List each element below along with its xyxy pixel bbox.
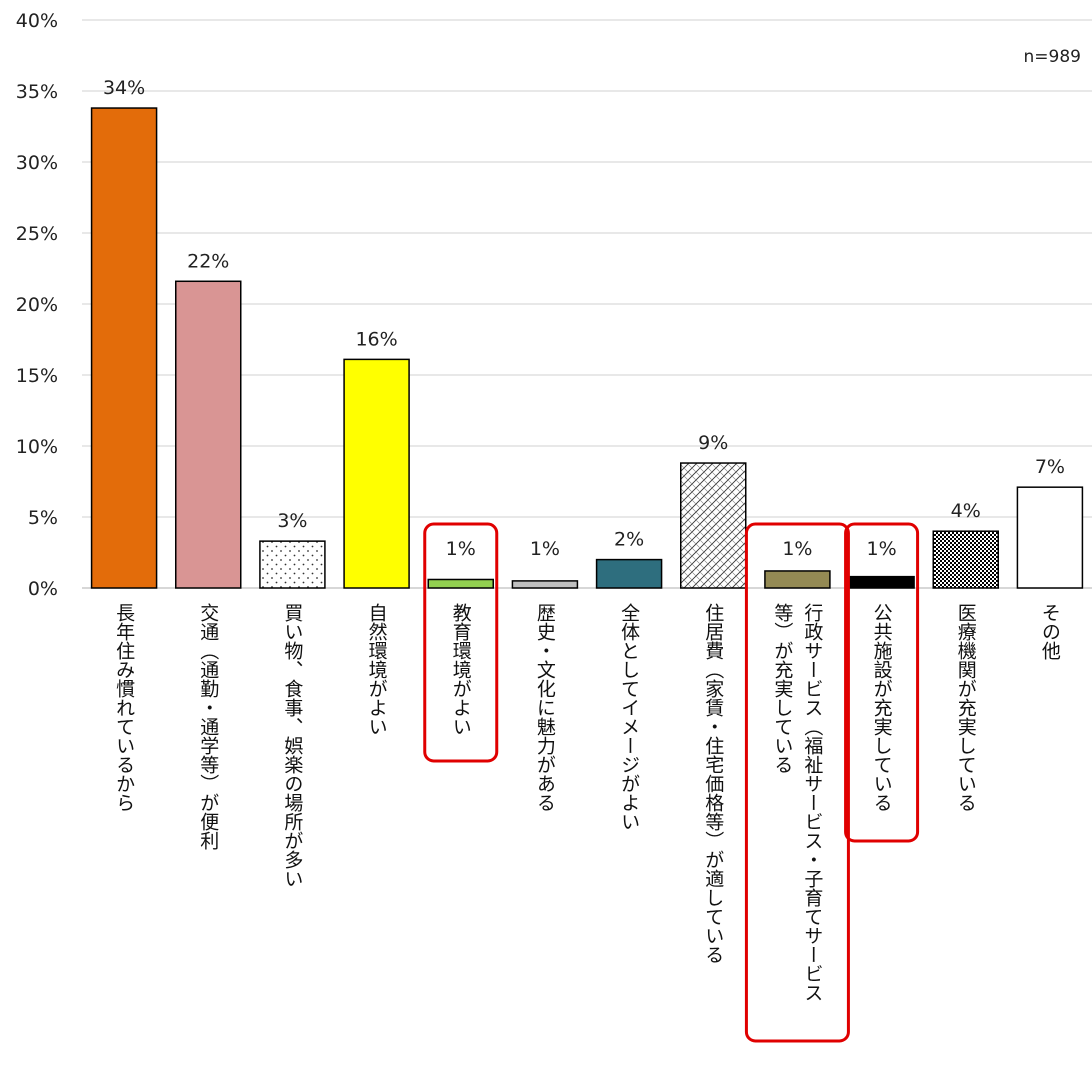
y-tick-label: 10% — [16, 436, 58, 458]
data-label: 1% — [530, 538, 560, 560]
bar — [764, 570, 831, 589]
highlight-boxes — [423, 522, 920, 1043]
bar — [175, 280, 242, 589]
category-label: 公共施設が充実している — [871, 603, 893, 812]
y-tick-label: 25% — [16, 223, 58, 245]
data-labels: 34% 22% 3% 16% 1% 1% 2% 9% 1% 1% 4% 7% — [103, 77, 1065, 560]
data-label: 1% — [446, 538, 476, 560]
y-tick-label: 15% — [16, 365, 58, 387]
y-tick-label: 30% — [16, 152, 58, 174]
data-label: 7% — [1035, 456, 1065, 478]
category-label: 全体としてイメージがよい — [618, 603, 640, 831]
bars — [90, 107, 1084, 589]
category-label: 買い物、食事、娯楽の場所が多い — [281, 603, 303, 888]
bar — [932, 530, 999, 589]
bar — [343, 358, 410, 589]
data-label: 4% — [951, 500, 981, 522]
bar — [680, 462, 747, 589]
bar — [848, 575, 915, 589]
category-label: 交通（通勤・通学等）が便利 — [197, 603, 219, 850]
data-label: 16% — [355, 328, 397, 350]
data-label: 22% — [187, 250, 229, 272]
y-tick-label: 20% — [16, 294, 58, 316]
category-label: 自然環境がよい — [366, 603, 388, 736]
category-label: 住居費（家賃・住宅価格等）が適している — [702, 603, 724, 964]
sample-size-note: n=989 — [1024, 47, 1081, 67]
gridlines — [82, 19, 1092, 518]
data-label: 3% — [277, 510, 307, 532]
category-labels: 長年住み慣れているから 交通（通勤・通学等）が便利 買い物、食事、娯楽の場所が多い 自… — [113, 603, 1061, 1002]
highlight-box — [423, 522, 499, 763]
y-axis: 0% 5% 10% 15% 20% 25% 30% 35% 40% — [16, 10, 1092, 600]
highlight-box — [744, 522, 850, 1043]
data-label: 1% — [867, 538, 897, 560]
category-label: 医療機関が充実している — [955, 603, 977, 812]
data-label: 2% — [614, 529, 644, 551]
highlight-box — [844, 522, 920, 843]
data-label: 1% — [782, 538, 812, 560]
data-label: 9% — [698, 432, 728, 454]
category-label: その他 — [1039, 603, 1061, 660]
bar — [595, 558, 663, 589]
y-tick-label: 5% — [28, 507, 58, 529]
category-label: 長年住み慣れているから — [113, 603, 135, 812]
bar — [90, 107, 158, 589]
bar — [259, 540, 326, 589]
bar — [1016, 486, 1084, 589]
y-tick-label: 0% — [28, 578, 58, 600]
category-label: 等）が充実している — [771, 603, 793, 774]
y-tick-label: 35% — [16, 81, 58, 103]
bar — [427, 578, 494, 589]
category-label: 歴史・文化に魅力がある — [534, 603, 556, 812]
category-label: 教育環境がよい — [450, 603, 472, 736]
data-label: 34% — [103, 77, 145, 99]
category-label: 行政サービス（福祉サービス・子育てサービス — [801, 603, 823, 1002]
y-tick-label: 40% — [16, 10, 58, 32]
bar — [511, 580, 579, 589]
